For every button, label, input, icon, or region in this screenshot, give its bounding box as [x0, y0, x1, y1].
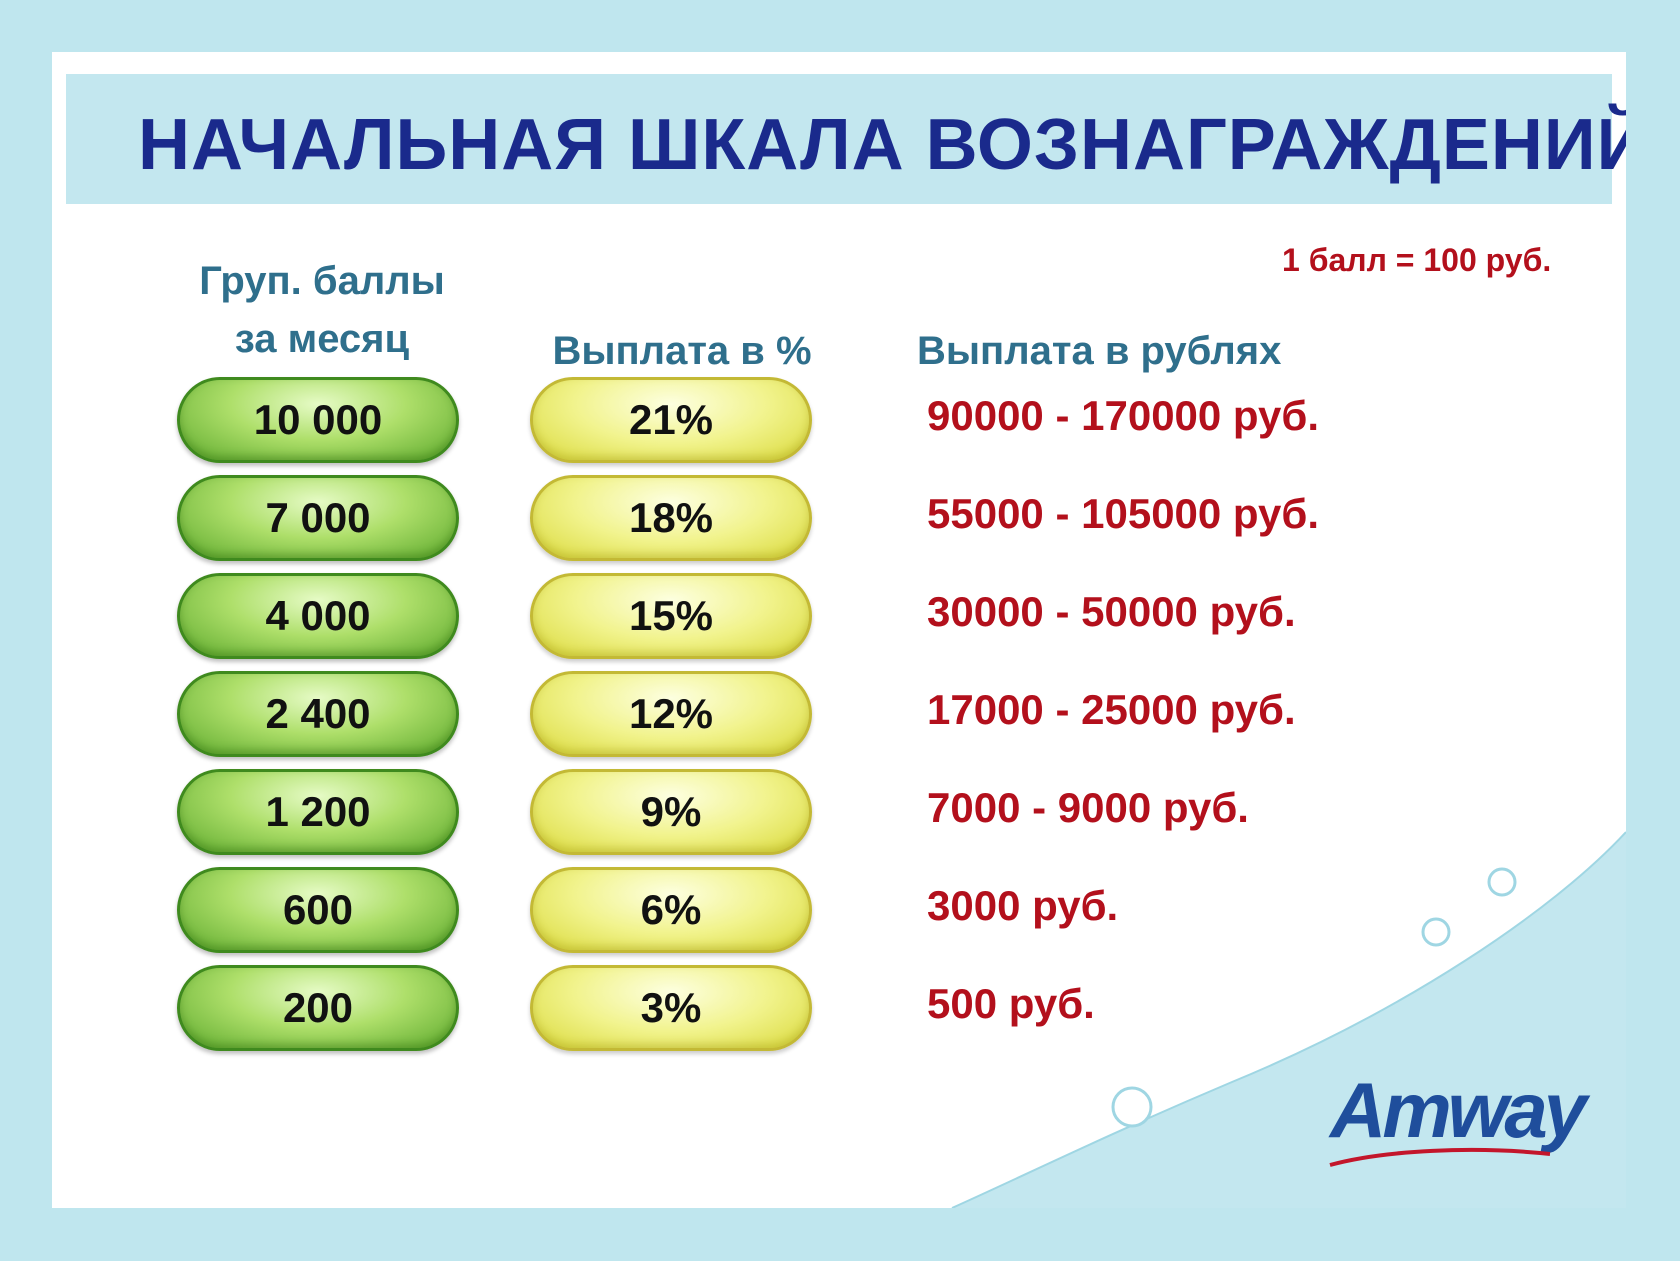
- payout-value: 500 руб.: [927, 980, 1095, 1027]
- percent-pill: 15%: [530, 573, 812, 659]
- title-band: НАЧАЛЬНАЯ ШКАЛА ВОЗНАГРАЖДЕНИЙ: [66, 74, 1626, 204]
- payout-value: 55000 - 105000 руб.: [927, 490, 1320, 537]
- points-pill: 600: [177, 867, 459, 953]
- rate-note: 1 балл = 100 руб.: [1282, 242, 1552, 278]
- column-header-points-line2: за месяц: [234, 317, 410, 361]
- points-pill: 1 200: [177, 769, 459, 855]
- points-pill: 2 400: [177, 671, 459, 757]
- curve-node-1: [1487, 867, 1517, 897]
- points-pill: 10 000: [177, 377, 459, 463]
- curve-node-2: [1421, 917, 1451, 947]
- logo-swoosh-icon: [1329, 1147, 1551, 1167]
- column-header-points: Груп. баллы за месяц: [162, 252, 482, 368]
- column-header-percent: Выплата в %: [552, 329, 812, 373]
- points-pill: 4 000: [177, 573, 459, 659]
- percent-pill: 18%: [530, 475, 812, 561]
- decorative-curve: [951, 831, 1626, 1208]
- payout-value: 17000 - 25000 руб.: [927, 686, 1296, 733]
- percent-pill: 9%: [530, 769, 812, 855]
- percent-pill: 21%: [530, 377, 812, 463]
- percent-pill: 12%: [530, 671, 812, 757]
- payout-value: 3000 руб.: [927, 882, 1119, 929]
- points-pill: 200: [177, 965, 459, 1051]
- payout-value: 30000 - 50000 руб.: [927, 588, 1296, 635]
- payout-value: 90000 - 170000 руб.: [927, 392, 1320, 439]
- percent-pill: 3%: [530, 965, 812, 1051]
- amway-logo: Amway: [1330, 1066, 1587, 1154]
- column-header-points-line1: Груп. баллы: [199, 259, 445, 303]
- percent-pill: 6%: [530, 867, 812, 953]
- page-title: НАЧАЛЬНАЯ ШКАЛА ВОЗНАГРАЖДЕНИЙ: [138, 105, 1626, 185]
- curve-node-3: [1111, 1086, 1153, 1128]
- points-pill: 7 000: [177, 475, 459, 561]
- column-header-rubles: Выплата в рублях: [917, 329, 1282, 373]
- slide: НАЧАЛЬНАЯ ШКАЛА ВОЗНАГРАЖДЕНИЙ 1 балл = …: [52, 52, 1626, 1208]
- payout-value: 7000 - 9000 руб.: [927, 784, 1249, 831]
